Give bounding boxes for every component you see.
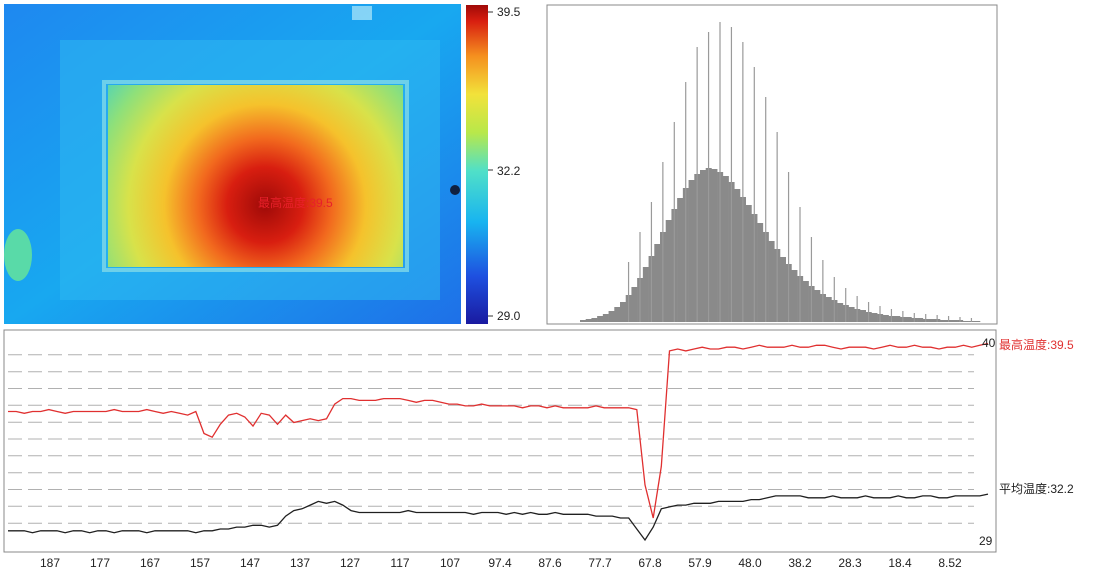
histogram-bar [768,241,775,322]
histogram-bar [814,290,821,322]
histogram-bar [905,317,912,322]
histogram-bar [962,321,969,322]
histogram-bar [688,180,695,322]
thermal-image: 最高温度:39.5 [4,4,461,324]
x-tick-label: 57.9 [688,556,712,570]
histogram-bar [837,303,844,322]
line-chart-frame [3,329,997,553]
histogram-bar [871,313,878,322]
x-tick-label: 167 [140,556,160,570]
colorbar: 39.5 32.2 29.0 [466,5,521,324]
histogram-bar [928,319,935,322]
histogram-bar [780,257,787,322]
max-series-label: 最高温度:39.5 [999,337,1074,352]
histogram-bar [951,320,958,322]
colorbar-mid-label: 32.2 [497,164,521,178]
x-tick-label: 127 [340,556,360,570]
x-tick-label: 117 [390,556,409,570]
edge-blob [4,229,32,281]
x-tick-label: 137 [290,556,310,570]
x-tick-label: 187 [40,556,60,570]
histogram-bar [591,318,598,322]
histogram-bar [848,307,855,322]
x-tick-label: 48.0 [738,556,762,570]
histogram-bar [894,316,901,322]
y-top-label: 40 [982,336,996,350]
thermal-max-label: 最高温度:39.5 [258,195,333,210]
histogram-bar [882,315,889,322]
histogram-bar [654,244,661,322]
histogram-bar [974,321,981,322]
histogram-bar [700,170,707,322]
histogram-bar [791,270,798,322]
colorbar-gradient [466,5,488,324]
x-tick-label: 77.7 [588,556,612,570]
histogram-bar [614,307,621,322]
histogram-bar [860,310,867,322]
x-tick-label: 8.52 [938,556,962,570]
histogram-bar [734,189,741,322]
x-tick-label: 157 [190,556,210,570]
histogram-bar [711,169,718,322]
x-tick-label: 107 [440,556,460,570]
x-tick-label: 147 [240,556,260,570]
histogram-bar [608,311,615,322]
histogram-bar [602,314,609,322]
x-tick-label: 67.8 [638,556,662,570]
histogram-bar [802,281,809,322]
y-bottom-label: 29 [979,534,993,548]
max-temperature-line [8,342,989,519]
histogram-bar [585,319,592,322]
x-tick-label: 28.3 [838,556,862,570]
heated-panel [102,80,409,272]
histogram-spikes [627,22,973,322]
line-chart-gridlines [8,354,974,524]
x-tick-label: 97.4 [488,556,512,570]
histogram-bar [597,316,604,322]
histogram-bar [665,220,672,322]
histogram-bar [917,318,924,322]
avg-temperature-line [8,493,989,542]
colorbar-min-label: 29.0 [497,309,521,323]
line-chart: 40 29 最高温度:39.5 平均温度:32.2 187 177 167 157 14… [3,329,1074,570]
histogram-bar [757,223,764,322]
colorbar-max-label: 39.5 [497,5,521,19]
histogram-bar [631,287,638,322]
line-chart-series [8,342,989,542]
histogram-bar [825,297,832,322]
histogram-bar [940,320,947,322]
histogram-bar [722,176,729,322]
histogram-bar [642,267,649,322]
histogram-bar [620,302,627,322]
x-tick-label: 18.4 [888,556,912,570]
avg-series-label: 平均温度:32.2 [999,481,1074,496]
histogram [546,4,998,325]
histogram-bar [745,205,752,322]
edge-dot [450,185,460,195]
x-tick-label: 177 [90,556,110,570]
histogram-bar [580,320,587,322]
x-axis-ticks: 187 177 167 157 147 137 127 117 107 97.4 87.6 77.7 6… [40,556,962,570]
x-tick-label: 87.6 [538,556,562,570]
x-tick-label: 38.2 [788,556,812,570]
histogram-bar [677,198,684,322]
